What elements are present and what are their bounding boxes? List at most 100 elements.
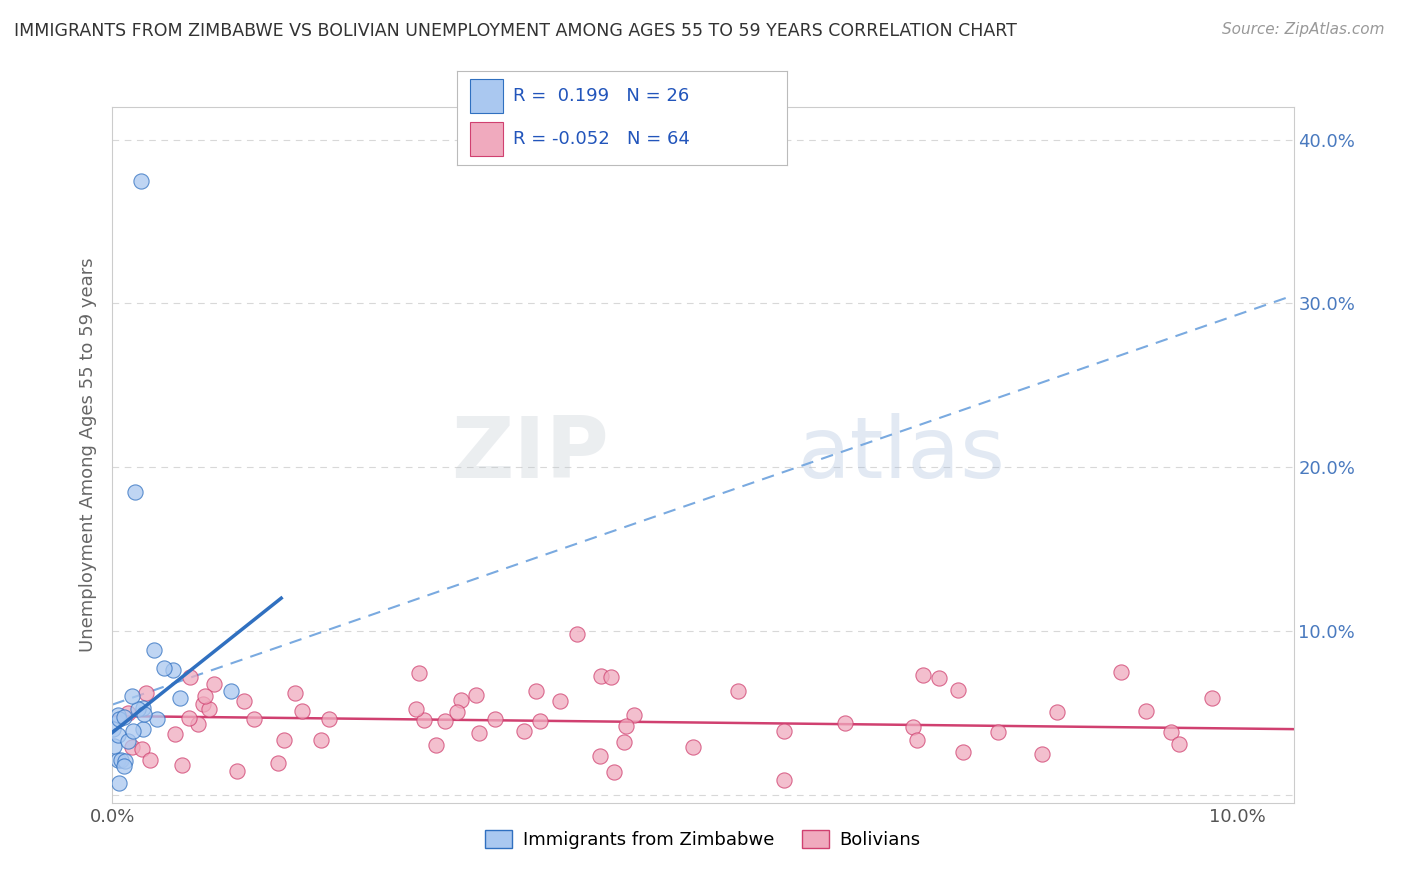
Point [952, 745, 974, 759]
Point [170, 757, 193, 772]
Point [433, 714, 456, 728]
Point [124, 484, 146, 499]
Point [1031, 747, 1053, 761]
Bar [470, 78, 503, 112]
Point [108, 712, 131, 726]
Point [987, 725, 1010, 739]
Point [112, 710, 135, 724]
Point [107, 753, 129, 767]
Text: Source: ZipAtlas.com: Source: ZipAtlas.com [1222, 22, 1385, 37]
Point [1201, 690, 1223, 705]
Point [484, 712, 506, 726]
Point [529, 714, 551, 729]
Point [187, 717, 209, 731]
Point [117, 706, 139, 721]
Point [121, 690, 143, 704]
Point [1046, 705, 1069, 719]
Point [107, 707, 129, 722]
Point [928, 671, 950, 685]
Point [114, 754, 136, 768]
Point [179, 670, 201, 684]
Point [600, 670, 623, 684]
Point [112, 759, 135, 773]
Text: atlas: atlas [797, 413, 1005, 497]
Point [1160, 725, 1182, 739]
Point [614, 719, 637, 733]
Point [143, 643, 166, 657]
Point [468, 726, 491, 740]
Bar [470, 122, 503, 156]
Point [110, 753, 132, 767]
Point [194, 690, 217, 704]
Point [103, 739, 125, 753]
Point [408, 665, 430, 680]
Point [446, 706, 468, 720]
Point [623, 707, 645, 722]
Point [139, 753, 162, 767]
Point [193, 697, 215, 711]
Point [526, 683, 548, 698]
Point [1168, 737, 1191, 751]
Point [134, 706, 156, 721]
Point [107, 728, 129, 742]
Point [773, 772, 796, 787]
Point [425, 738, 447, 752]
Point [204, 676, 226, 690]
Point [225, 764, 247, 779]
Point [146, 712, 169, 726]
Point [121, 739, 143, 754]
Point [948, 682, 970, 697]
Legend: Immigrants from Zimbabwe, Bolivians: Immigrants from Zimbabwe, Bolivians [478, 822, 928, 856]
Point [122, 723, 145, 738]
Text: IMMIGRANTS FROM ZIMBABWE VS BOLIVIAN UNEMPLOYMENT AMONG AGES 55 TO 59 YEARS CORR: IMMIGRANTS FROM ZIMBABWE VS BOLIVIAN UNE… [14, 22, 1017, 40]
Text: R =  0.199   N = 26: R = 0.199 N = 26 [513, 87, 689, 104]
Point [163, 727, 186, 741]
Point [169, 691, 191, 706]
Point [613, 735, 636, 749]
Point [912, 668, 935, 682]
Text: ZIP: ZIP [451, 413, 609, 497]
Point [412, 713, 434, 727]
Point [589, 669, 612, 683]
Point [565, 627, 588, 641]
Y-axis label: Unemployment Among Ages 55 to 59 years: Unemployment Among Ages 55 to 59 years [79, 258, 97, 652]
Point [132, 722, 155, 736]
Point [129, 174, 152, 188]
Point [101, 722, 124, 736]
Point [309, 733, 332, 747]
Point [273, 732, 295, 747]
Point [405, 702, 427, 716]
Point [179, 711, 201, 725]
Point [1135, 704, 1157, 718]
Point [465, 688, 488, 702]
Point [772, 723, 794, 738]
Point [1109, 665, 1132, 679]
Point [291, 704, 314, 718]
Point [905, 732, 928, 747]
Point [266, 756, 288, 770]
Point [682, 740, 704, 755]
Point [197, 702, 219, 716]
Point [834, 715, 856, 730]
Point [219, 684, 242, 698]
Point [117, 734, 139, 748]
Point [901, 720, 924, 734]
Point [132, 701, 155, 715]
Point [548, 694, 571, 708]
Point [242, 712, 264, 726]
Point [284, 686, 307, 700]
Point [513, 723, 536, 738]
Point [127, 702, 149, 716]
Point [318, 712, 340, 726]
Point [153, 661, 176, 675]
Point [727, 683, 749, 698]
Point [162, 663, 184, 677]
Point [108, 776, 131, 790]
Point [135, 685, 157, 699]
Point [603, 764, 626, 779]
Point [232, 694, 254, 708]
Text: R = -0.052   N = 64: R = -0.052 N = 64 [513, 130, 690, 148]
Point [450, 693, 472, 707]
Point [589, 749, 612, 764]
Point [131, 741, 153, 756]
